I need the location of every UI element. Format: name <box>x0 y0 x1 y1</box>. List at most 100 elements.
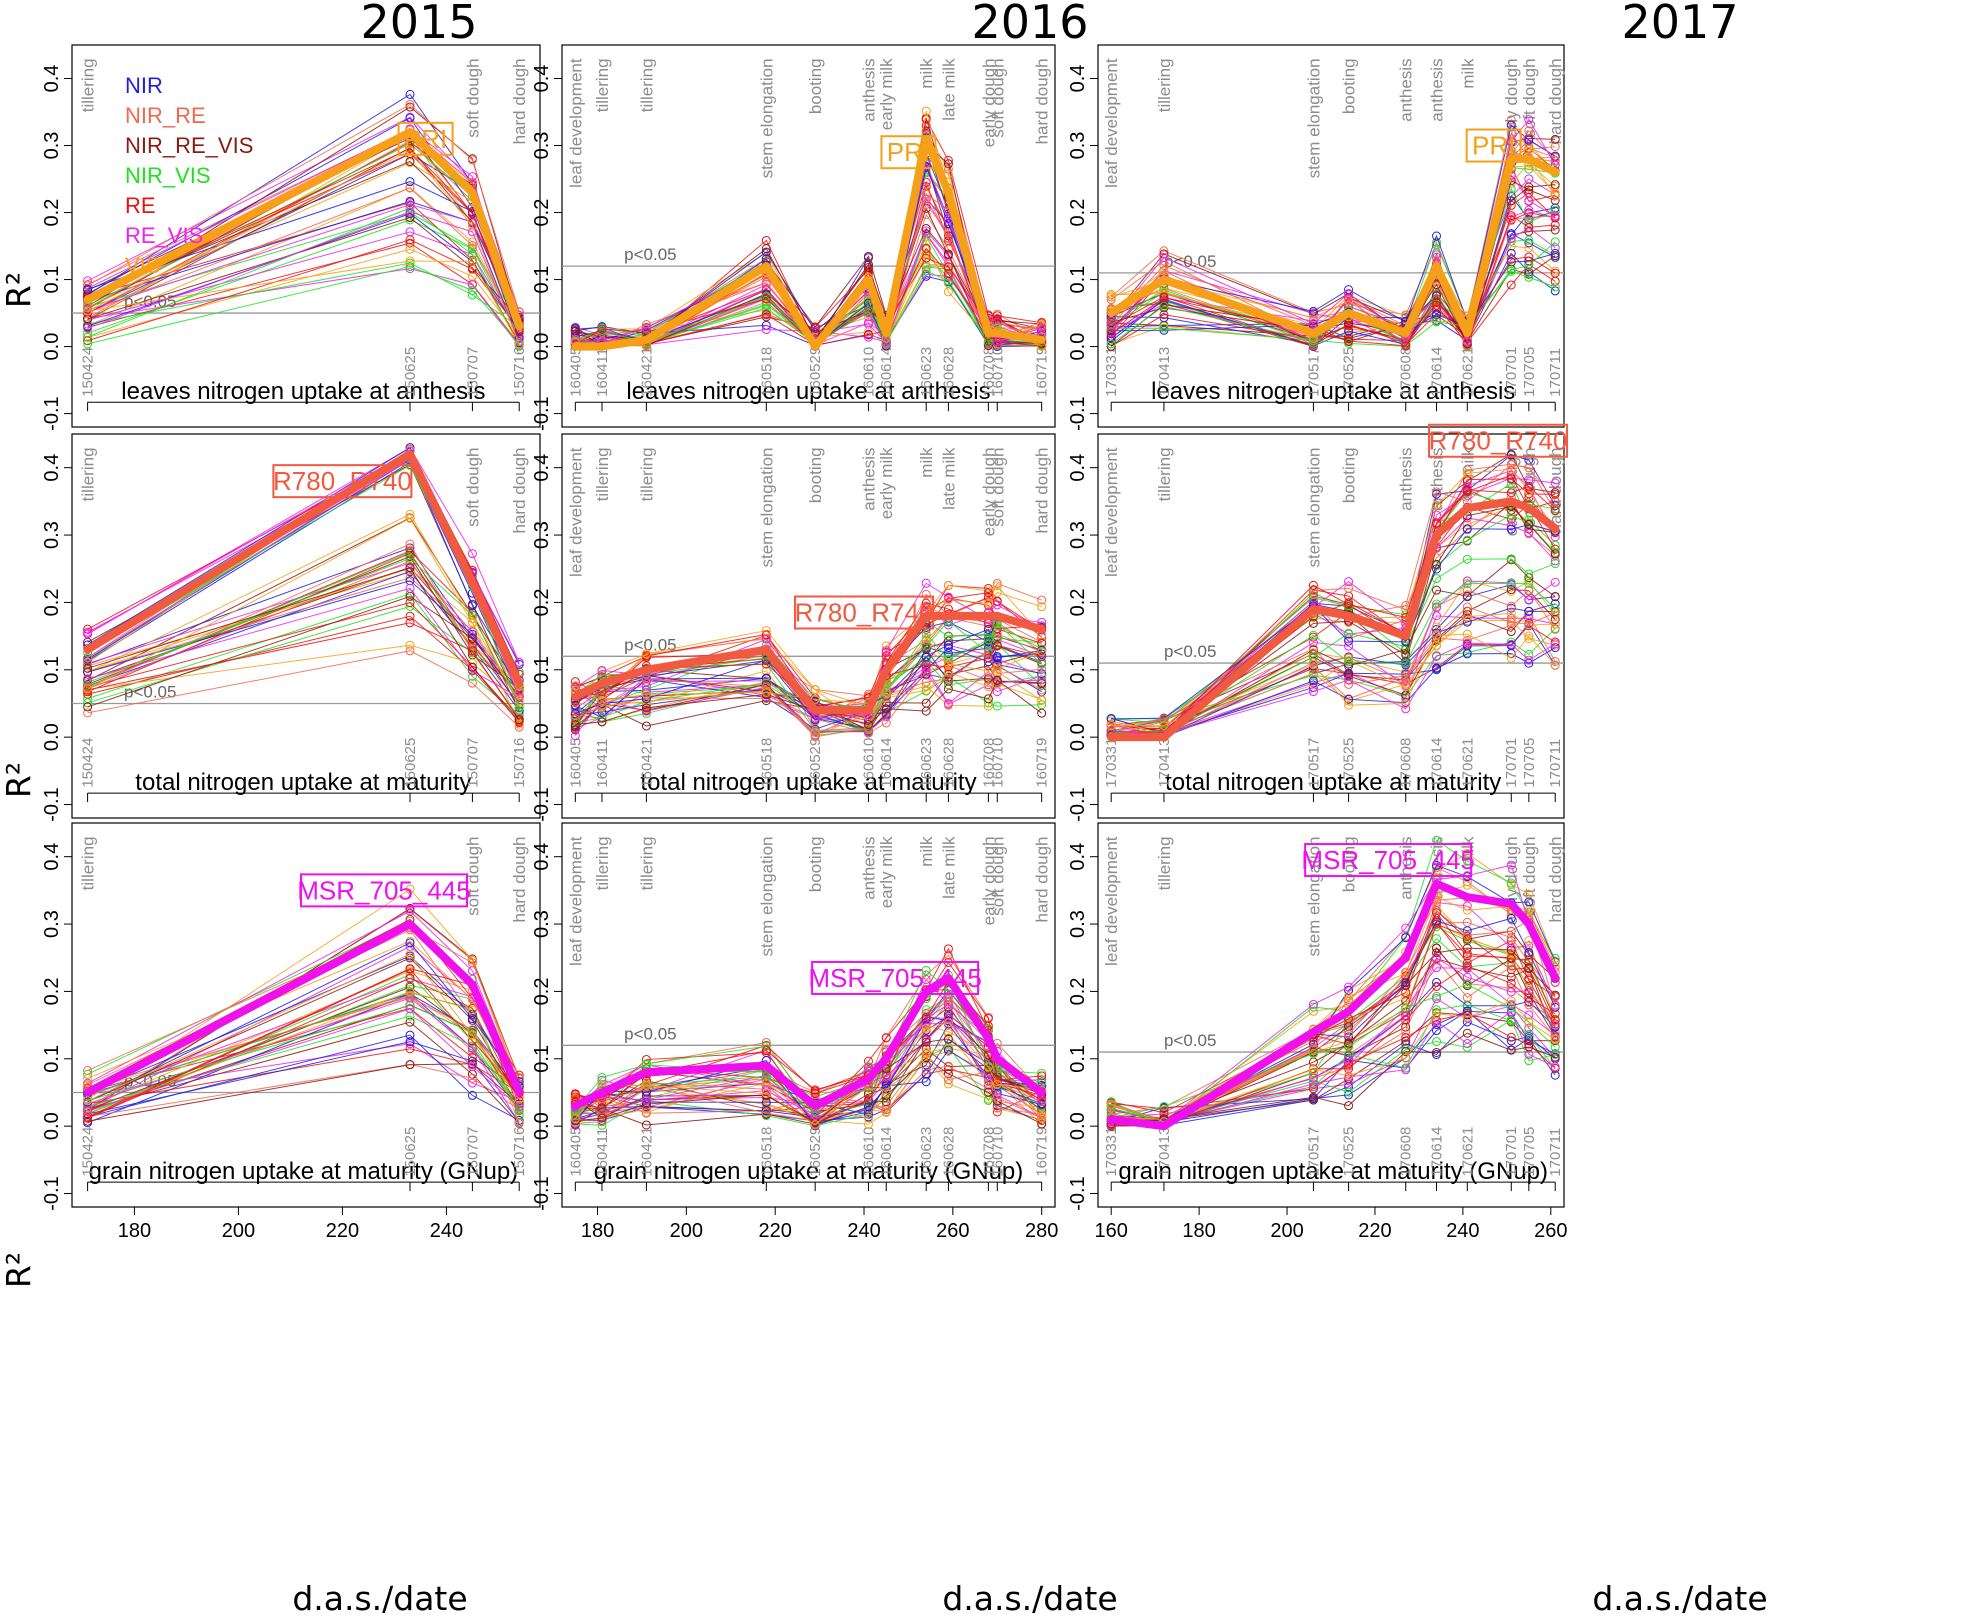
panel-frame <box>561 433 1056 819</box>
index-point <box>983 1013 993 1023</box>
index-point <box>1308 319 1318 329</box>
index-point <box>1550 286 1560 296</box>
date-label: 160518 <box>758 1127 775 1177</box>
y-tick-label: 0.2 <box>41 199 63 227</box>
index-point <box>921 1013 931 1023</box>
index-point <box>1506 254 1516 264</box>
index-point <box>1037 1068 1047 1078</box>
index-point <box>1432 906 1442 916</box>
stage-label: soft dough <box>988 836 1007 915</box>
index-trace <box>87 547 520 690</box>
index-point <box>1037 1075 1047 1085</box>
index-point <box>1524 993 1534 1003</box>
index-point <box>1524 655 1534 665</box>
index-trace <box>1110 241 1556 347</box>
y-tick-label: 0.3 <box>41 132 63 160</box>
index-point <box>467 221 477 231</box>
index-point <box>405 235 415 245</box>
index-point <box>1506 627 1516 637</box>
index-point <box>761 626 771 636</box>
stage-label: hard dough <box>510 836 529 922</box>
index-point <box>1344 600 1354 610</box>
index-point <box>1550 1052 1560 1062</box>
index-point <box>1037 595 1047 605</box>
date-label: 160529 <box>807 738 824 788</box>
date-label: 160623 <box>918 738 935 788</box>
index-point <box>1308 313 1318 323</box>
index-trace <box>87 103 520 313</box>
index-point <box>597 1103 607 1113</box>
index-point <box>1344 1087 1354 1097</box>
highlight-label: R780_R740 <box>795 598 934 628</box>
y-tick-label: 0.1 <box>41 266 63 294</box>
highlight-line <box>571 134 1046 351</box>
index-point <box>641 1078 651 1088</box>
index-point <box>405 949 415 959</box>
index-point <box>992 701 1002 711</box>
highlight-line <box>83 920 524 1097</box>
index-point <box>1550 496 1560 506</box>
highlight-label: MSR_705_445 <box>808 963 981 993</box>
index-point <box>1506 115 1516 125</box>
index-point <box>1506 248 1516 258</box>
index-trace <box>87 463 520 704</box>
legend-entry-nir-re: NIR_RE <box>125 103 206 128</box>
index-point <box>1462 1006 1472 1016</box>
index-point <box>761 289 771 299</box>
stage-label: milk <box>1458 58 1477 89</box>
index-point <box>1401 988 1411 998</box>
index-point <box>1462 1028 1472 1038</box>
panel-frame <box>71 44 541 428</box>
index-trace <box>1111 610 1556 732</box>
index-point <box>1308 660 1318 670</box>
index-point <box>761 1108 771 1118</box>
index-point <box>992 581 1002 591</box>
index-trace <box>1111 506 1556 736</box>
stage-label: anthesis <box>1397 58 1416 121</box>
index-point <box>1506 280 1516 290</box>
index-point <box>1037 675 1047 685</box>
date-label: 160710 <box>989 347 1006 397</box>
index-point <box>1524 115 1534 125</box>
index-point <box>1432 1047 1442 1057</box>
index-point <box>1432 934 1442 944</box>
index-point <box>1462 535 1472 545</box>
index-point <box>1524 208 1534 218</box>
stage-label: leaf development <box>1102 58 1121 188</box>
index-point <box>943 1045 953 1055</box>
index-point <box>405 563 415 573</box>
index-point <box>570 709 580 719</box>
index-trace <box>87 260 520 346</box>
date-label: 170705 <box>1521 738 1538 788</box>
index-point <box>921 1037 931 1047</box>
index-point <box>641 1101 651 1111</box>
index-point <box>467 601 477 611</box>
y-tick-label: 0.0 <box>1067 1112 1089 1140</box>
index-point <box>921 644 931 654</box>
y-tick-label: 0.1 <box>1067 1045 1089 1073</box>
index-point <box>1344 657 1354 667</box>
index-point <box>1462 602 1472 612</box>
index-point <box>405 207 415 217</box>
index-point <box>1159 293 1169 303</box>
significance-label: p<0.05 <box>1164 1031 1216 1050</box>
index-point <box>405 973 415 983</box>
index-point <box>1308 1076 1318 1086</box>
index-point <box>1524 955 1534 965</box>
index-point <box>83 628 93 638</box>
index-point <box>943 659 953 669</box>
index-point <box>1506 615 1516 625</box>
index-point <box>597 324 607 334</box>
index-point <box>1506 878 1516 888</box>
stage-label: tillering <box>79 447 98 501</box>
index-point <box>405 646 415 656</box>
x-tick-label: 240 <box>1446 1220 1479 1242</box>
stage-label: soft dough <box>988 58 1007 137</box>
index-point <box>1550 1021 1560 1031</box>
highlight-label-box <box>794 595 935 630</box>
index-point <box>405 262 415 272</box>
index-traces <box>1106 449 1560 742</box>
index-point <box>1106 714 1116 724</box>
date-label: 160708 <box>980 347 997 397</box>
